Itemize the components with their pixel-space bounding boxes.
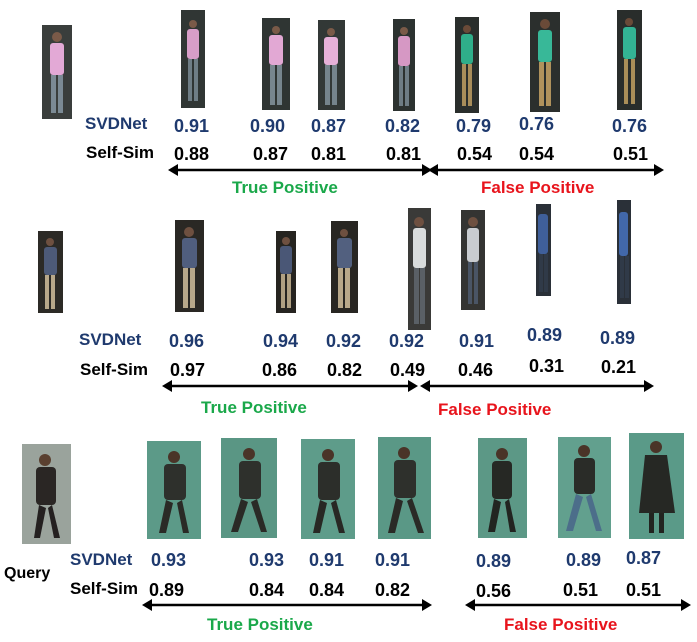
result-image-row-1-4 [393, 19, 415, 111]
selfsim-score: 0.51 [613, 144, 649, 164]
result-image-row-1-5 [455, 17, 479, 113]
selfsim-score: 0.31 [529, 356, 565, 376]
false-positive-label: False Positive [504, 615, 618, 634]
result-image-row-2-1 [175, 220, 204, 312]
result-image-row-3-1 [147, 441, 201, 539]
svdnet-score: 0.96 [169, 331, 205, 351]
true-positive-arrow [168, 164, 432, 176]
result-image-row-1-2 [262, 18, 290, 110]
false-positive-arrow [420, 380, 654, 392]
selfsim-score: 0.82 [327, 360, 363, 380]
selfsim-score: 0.51 [626, 580, 662, 600]
svdnet-score: 0.82 [385, 116, 421, 136]
svdnet-score: 0.91 [375, 550, 411, 570]
true-positive-label: True Positive [232, 178, 338, 197]
true-positive-arrow [162, 380, 418, 392]
result-image-row-2-7 [617, 200, 631, 304]
result-image-row-3-6 [558, 437, 611, 538]
result-image-row-1-1 [181, 10, 205, 108]
result-image-row-3-2 [221, 438, 277, 538]
selfsim-score: 0.49 [390, 360, 426, 380]
svdnet-score: 0.91 [174, 116, 210, 136]
false-positive-label: False Positive [438, 400, 552, 419]
selfsim-score: 0.51 [563, 580, 599, 600]
false-positive-arrow [428, 164, 664, 176]
selfsim-score: 0.88 [174, 144, 210, 164]
query-image-row-3 [22, 444, 71, 544]
selfsim-score: 0.97 [170, 360, 206, 380]
selfsim-score: 0.86 [262, 360, 298, 380]
result-image-row-1-7 [617, 10, 642, 110]
query-image-row-1 [42, 25, 72, 119]
result-image-row-2-2 [276, 231, 296, 313]
selfsim-score: 0.21 [601, 357, 637, 377]
true-positive-label: True Positive [207, 615, 313, 634]
query-image-row-2 [38, 231, 63, 313]
selfsim-score: 0.54 [519, 144, 555, 164]
selfsim-score: 0.54 [457, 144, 493, 164]
svdnet-score: 0.93 [249, 550, 285, 570]
true-positive-arrow [142, 599, 432, 611]
selfsim-score: 0.82 [375, 580, 411, 600]
svdnet-score: 0.92 [326, 331, 362, 351]
result-image-row-3-3 [301, 439, 355, 539]
svdnet-score: 0.89 [476, 551, 512, 571]
selfsim-score: 0.81 [311, 144, 347, 164]
svdnet-label: SVDNet [70, 550, 133, 569]
svdnet-score: 0.90 [250, 116, 286, 136]
svdnet-label: SVDNet [79, 330, 142, 349]
svdnet-score: 0.89 [600, 328, 636, 348]
true-positive-label: True Positive [201, 398, 307, 417]
selfsim-score: 0.56 [476, 581, 512, 601]
selfsim-label: Self-Sim [80, 360, 149, 379]
false-positive-arrow [465, 599, 691, 611]
selfsim-score: 0.89 [149, 580, 185, 600]
result-image-row-1-3 [318, 20, 345, 110]
selfsim-score: 0.84 [309, 580, 345, 600]
selfsim-score: 0.84 [249, 580, 285, 600]
selfsim-score: 0.81 [386, 144, 422, 164]
svdnet-score: 0.87 [311, 116, 347, 136]
svdnet-score: 0.79 [456, 116, 492, 136]
svdnet-score: 0.94 [263, 331, 299, 351]
query-label: Query [4, 565, 51, 582]
svdnet-score: 0.93 [151, 550, 187, 570]
svdnet-score: 0.76 [519, 114, 555, 134]
result-image-row-2-3 [331, 221, 358, 313]
selfsim-label: Self-Sim [86, 143, 155, 162]
result-image-row-3-4 [378, 437, 431, 539]
result-image-row-2-5 [461, 210, 485, 310]
selfsim-score: 0.87 [253, 144, 289, 164]
svdnet-score: 0.87 [626, 548, 662, 568]
svdnet-label: SVDNet [85, 114, 148, 133]
svdnet-score: 0.76 [612, 116, 648, 136]
selfsim-score: 0.46 [458, 360, 494, 380]
svdnet-score: 0.89 [527, 325, 563, 345]
false-positive-label: False Positive [481, 178, 595, 197]
result-image-row-2-4 [408, 208, 431, 330]
result-image-row-2-6 [536, 204, 551, 296]
selfsim-label: Self-Sim [70, 579, 139, 598]
svdnet-score: 0.91 [459, 331, 495, 351]
svdnet-score: 0.91 [309, 550, 345, 570]
svdnet-score: 0.89 [566, 550, 602, 570]
result-image-row-1-6 [530, 12, 560, 112]
svdnet-score: 0.92 [389, 331, 425, 351]
result-image-row-3-5 [478, 438, 527, 538]
result-image-row-3-7 [629, 433, 684, 539]
